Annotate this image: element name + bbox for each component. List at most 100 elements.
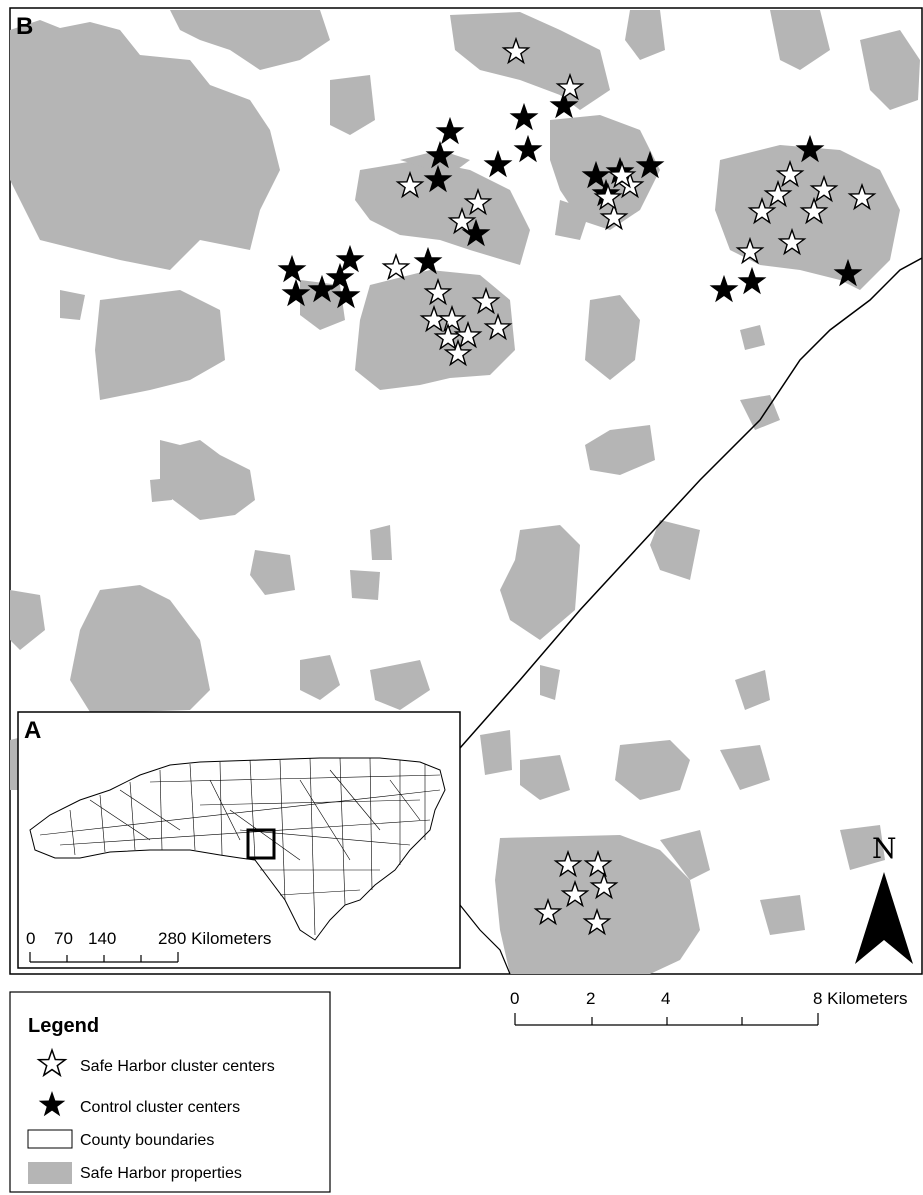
property-polygon <box>760 895 805 935</box>
control-cluster-center-icon <box>413 246 443 275</box>
control-cluster-center-icon <box>549 90 579 119</box>
control-cluster-center-icon <box>425 140 455 169</box>
property-polygon <box>720 745 770 790</box>
safe-harbor-cluster-center-icon <box>809 174 839 203</box>
safe-harbor-cluster-center-icon <box>501 36 531 65</box>
property-polygon <box>160 440 255 520</box>
property-polygon <box>555 200 590 240</box>
control-cluster-center-icon <box>635 150 665 179</box>
inset-scale-bar: 0 70 140 280 Kilometers <box>26 929 271 963</box>
inset-map: A 0 70 140 280 Kilometers <box>17 711 461 969</box>
legend-label-county: County boundaries <box>80 1132 214 1149</box>
scale-label-4: 4 <box>661 989 670 1008</box>
safe-harbor-cluster-center-icon <box>453 320 483 349</box>
panel-label-b: B <box>16 13 33 40</box>
property-polygon <box>625 10 665 60</box>
property-polygon <box>10 20 280 270</box>
control-cluster-center-icon <box>737 266 767 295</box>
county-boundary-line <box>459 257 922 749</box>
safe-harbor-cluster-center-icon <box>847 182 877 211</box>
safe-harbor-cluster-center-icon <box>553 849 583 878</box>
control-cluster-center-icon <box>281 278 311 307</box>
safe-harbor-cluster-center-icon <box>555 72 585 101</box>
control-cluster-center-icon <box>483 149 513 178</box>
property-polygon <box>10 738 18 790</box>
property-polygon <box>540 665 560 700</box>
main-scale-bar: 0 2 4 8 Kilometers <box>510 989 907 1026</box>
control-cluster-center-icon <box>509 102 539 131</box>
safe-harbor-cluster-center-icon <box>423 277 453 306</box>
cluster-markers-layer <box>277 36 877 936</box>
panel-label-a: A <box>24 717 41 744</box>
safe-harbor-cluster-center-icon <box>747 196 777 225</box>
property-polygon <box>150 478 172 502</box>
safe-harbor-cluster-center-icon <box>395 170 425 199</box>
inset-scale-line <box>29 952 179 963</box>
property-polygon <box>735 670 770 710</box>
control-cluster-center-icon <box>709 274 739 303</box>
property-polygon <box>740 325 765 350</box>
scale-end-label: 8 Kilometers <box>813 989 907 1008</box>
safe-harbor-cluster-center-icon <box>381 252 411 281</box>
property-polygon <box>495 835 700 974</box>
property-polygon <box>10 590 45 650</box>
safe-harbor-cluster-center-icon <box>582 907 612 936</box>
property-polygon <box>585 425 655 475</box>
safe-harbor-cluster-center-icon <box>599 202 629 231</box>
property-polygon <box>860 30 920 110</box>
control-cluster-center-icon <box>581 160 611 189</box>
property-polygon <box>500 525 580 640</box>
legend-label-control: Control cluster centers <box>80 1099 240 1116</box>
control-cluster-center-icon <box>423 164 453 193</box>
property-polygon <box>330 75 375 135</box>
safe-harbor-cluster-center-icon <box>775 159 805 188</box>
north-arrow-icon <box>855 872 913 964</box>
county-boundary-line <box>459 904 511 974</box>
north-label: N <box>872 832 897 865</box>
property-polygon <box>480 730 512 775</box>
safe-harbor-cluster-center-icon <box>471 286 501 315</box>
control-cluster-center-icon <box>513 134 543 163</box>
scale-label-0: 0 <box>510 989 519 1008</box>
safe-harbor-cluster-center-icon <box>533 897 563 926</box>
safe-harbor-cluster-center-icon <box>763 179 793 208</box>
safe-harbor-cluster-center-icon <box>777 227 807 256</box>
property-polygon <box>95 290 225 400</box>
property-polygon <box>615 740 690 800</box>
filled-star-icon <box>38 1091 66 1117</box>
legend-frame <box>9 991 331 1193</box>
scale-line <box>514 1013 819 1026</box>
control-cluster-center-icon <box>795 134 825 163</box>
property-polygon <box>60 290 85 320</box>
safe-harbor-cluster-center-icon <box>799 196 829 225</box>
scale-label-2: 2 <box>586 989 595 1008</box>
property-polygon <box>355 160 530 265</box>
inset-scale-label-70: 70 <box>54 929 73 948</box>
safe-harbor-cluster-center-icon <box>589 871 619 900</box>
property-polygon <box>650 520 700 580</box>
property-polygon <box>660 830 710 880</box>
property-polygon <box>520 755 570 800</box>
safe-harbor-cluster-center-icon <box>463 187 493 216</box>
safe-harbor-cluster-center-icon <box>443 338 473 367</box>
property-polygon <box>300 655 340 700</box>
control-cluster-center-icon <box>277 254 307 283</box>
safe-harbor-cluster-center-icon <box>607 160 637 189</box>
safe-harbor-cluster-center-icon <box>593 182 623 211</box>
county-boundary-layer <box>459 257 922 974</box>
safe-harbor-cluster-center-icon <box>447 206 477 235</box>
property-polygon <box>350 570 380 600</box>
property-polygon <box>370 525 392 560</box>
control-cluster-center-icon <box>335 244 365 273</box>
property-polygon <box>370 660 430 710</box>
control-cluster-center-icon <box>833 258 863 287</box>
control-cluster-center-icon <box>331 280 361 309</box>
north-carolina-outline <box>29 757 446 941</box>
legend-label-safe-harbor: Safe Harbor cluster centers <box>80 1058 275 1075</box>
open-star-icon <box>36 1047 68 1078</box>
inset-scale-label-0: 0 <box>26 929 35 948</box>
property-polygon <box>840 825 885 870</box>
property-polygon <box>770 10 830 70</box>
safe-harbor-cluster-center-icon <box>560 879 590 908</box>
